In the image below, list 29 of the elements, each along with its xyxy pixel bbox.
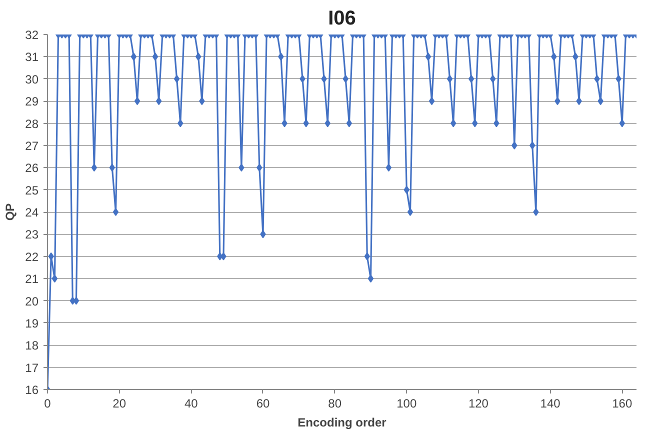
y-tick-label: 19: [25, 316, 39, 330]
x-tick-label: 20: [112, 396, 126, 410]
y-tick-label: 16: [25, 383, 39, 397]
y-axis-title: QP: [3, 203, 18, 221]
y-tick-label: 29: [25, 94, 39, 109]
chart-title: I06: [328, 8, 356, 30]
y-tick-label: 18: [25, 338, 39, 353]
y-tick-label: 32: [25, 28, 39, 42]
x-tick-label: 80: [328, 396, 342, 410]
x-axis-title: Encoding order: [298, 416, 387, 430]
y-tick-label: 23: [25, 228, 39, 242]
y-tick-label: 26: [25, 161, 39, 176]
x-tick-label: 60: [256, 396, 270, 410]
x-tick-label: 140: [540, 396, 561, 410]
x-tick-label: 160: [612, 396, 632, 410]
y-tick-label: 28: [25, 116, 39, 131]
y-tick-label: 27: [25, 138, 39, 153]
x-tick-label: 0: [44, 396, 52, 410]
y-tick-label: 24: [25, 206, 39, 220]
y-tick-label: 21: [25, 272, 39, 286]
y-tick-label: 17: [25, 360, 39, 375]
y-tick-label: 30: [25, 72, 39, 86]
y-tick-label: 25: [25, 183, 39, 198]
y-tick-label: 31: [25, 50, 39, 64]
x-tick-label: 40: [184, 396, 198, 410]
y-tick-label: 22: [25, 250, 39, 264]
y-tick-label: 20: [25, 294, 39, 308]
x-tick-label: 100: [396, 396, 417, 410]
x-tick-label: 120: [468, 396, 489, 410]
